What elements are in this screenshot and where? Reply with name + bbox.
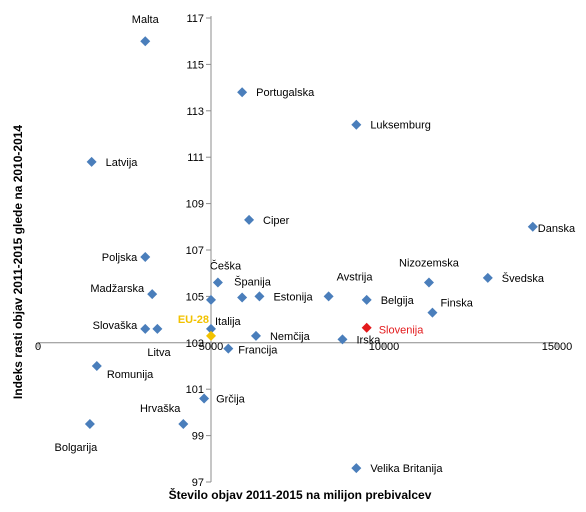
- point-label-gr-ija: Grčija: [216, 393, 246, 405]
- point-label-bolgarija: Bolgarija: [54, 442, 98, 454]
- point-label-slovenija: Slovenija: [379, 325, 425, 337]
- x-tick-label: 5000: [199, 341, 223, 353]
- point-label-finska: Finska: [440, 298, 473, 310]
- point--e-ka: [212, 277, 223, 288]
- point-slova-ka: [140, 323, 151, 334]
- point-label-eu-28: EU-28: [178, 314, 209, 326]
- point-nem-ija: [250, 330, 261, 341]
- point-label-slova-ka: Slovaška: [93, 320, 139, 332]
- point-italija: [206, 323, 216, 334]
- point-gr-ija: [199, 393, 210, 404]
- point-avstrija: [323, 291, 334, 302]
- point-luksemburg: [351, 119, 362, 130]
- point-label-danska: Danska: [538, 223, 576, 235]
- point-unlabeled: [206, 294, 216, 305]
- point-bolgarija: [84, 419, 95, 429]
- point-label--e-ka: Češka: [210, 259, 242, 272]
- y-tick-label: 105: [186, 291, 204, 303]
- point-label-ciper: Ciper: [263, 215, 290, 227]
- point-hrva-ka: [178, 419, 189, 429]
- x-tick-label: 0: [35, 341, 41, 353]
- point-label-italija: Italija: [215, 316, 242, 328]
- point-label-litva: Litva: [147, 347, 171, 359]
- point-label-nizozemska: Nizozemska: [399, 257, 460, 269]
- point-mad-arska: [147, 289, 158, 300]
- point--vedska: [482, 272, 493, 283]
- point-label-mad-arska: Madžarska: [90, 283, 145, 295]
- point-finska: [427, 307, 438, 318]
- point-label--panija: Španija: [234, 276, 272, 289]
- x-tick-label: 15000: [542, 341, 573, 353]
- y-tick-label: 103: [186, 338, 204, 350]
- point-portugalska: [237, 87, 248, 98]
- point-danska: [527, 221, 538, 232]
- point-label--vedska: Švedska: [502, 272, 545, 285]
- x-axis-label: Število objav 2011-2015 na milijon prebi…: [169, 487, 432, 502]
- point-ciper: [244, 214, 255, 225]
- point-romunija: [91, 361, 102, 371]
- point-label-nem-ija: Nemčija: [270, 331, 311, 343]
- y-tick-label: 107: [186, 245, 204, 257]
- y-tick-label: 113: [186, 106, 204, 118]
- point-francija: [223, 343, 234, 354]
- point-label-francija: Francija: [238, 345, 278, 357]
- point-label-latvija: Latvija: [106, 157, 139, 169]
- point-label-belgija: Belgija: [381, 295, 415, 307]
- point--panija: [237, 292, 248, 303]
- point-label-luksemburg: Luksemburg: [370, 120, 431, 132]
- point-label-hrva-ka: Hrvaška: [140, 403, 181, 415]
- point-litva: [152, 323, 163, 334]
- point-irska: [337, 334, 348, 345]
- point-slovenija: [361, 322, 372, 333]
- y-tick-label: 115: [186, 59, 204, 71]
- data-points: [84, 36, 538, 474]
- y-tick-label: 109: [186, 199, 204, 211]
- point-poljska: [140, 251, 151, 262]
- point-eu-28: [206, 330, 216, 341]
- point-belgija: [361, 294, 372, 305]
- point-label-poljska: Poljska: [102, 252, 138, 264]
- point-malta: [140, 36, 151, 47]
- y-axis-label: Indeks rasti objav 2011-2015 glede na 20…: [11, 125, 25, 399]
- point-label-irska: Irska: [356, 334, 381, 346]
- point-label-estonija: Estonija: [273, 291, 313, 303]
- y-tick-label: 101: [186, 384, 204, 396]
- y-tick-label: 117: [186, 13, 204, 25]
- point-label-avstrija: Avstrija: [337, 271, 374, 283]
- point-nizozemska: [423, 277, 434, 288]
- point-label-malta: Malta: [132, 14, 160, 26]
- x-tick-label: 10000: [369, 341, 400, 353]
- point-label-romunija: Romunija: [107, 369, 154, 381]
- y-tick-label: 111: [187, 152, 204, 164]
- point-label-portugalska: Portugalska: [256, 87, 315, 99]
- chart-axes: [37, 16, 558, 483]
- point-velika-britanija: [351, 463, 362, 474]
- point-label-velika-britanija: Velika Britanija: [370, 463, 443, 475]
- point-estonija: [254, 291, 265, 302]
- tick-labels: 97 99 101 103 105 107 109 111 113 115 117 0 5000 1000…: [35, 13, 572, 489]
- point-labels: Malta Portugalska Luksemburg Latvija Ciper Da…: [54, 14, 575, 475]
- y-tick-label: 97: [192, 477, 204, 489]
- point-latvija: [86, 156, 97, 167]
- y-tick-label: 99: [192, 431, 204, 443]
